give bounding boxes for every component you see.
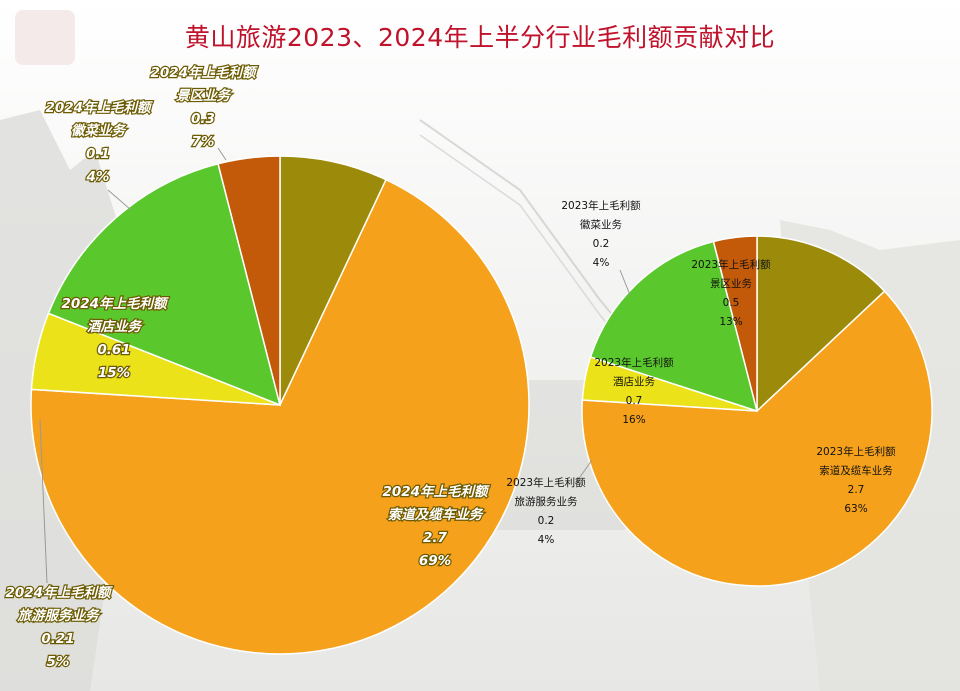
data-label-name: 景区业务 — [175, 88, 232, 104]
data-label-percent: 4% — [593, 257, 610, 269]
data-label-prefix: 2023年上毛利额 — [816, 445, 896, 458]
data-label-value: 0.21 — [41, 631, 74, 647]
data-label-value: 0.5 — [723, 297, 740, 309]
data-label-percent: 15% — [98, 365, 130, 381]
data-label-name: 酒店业务 — [613, 375, 655, 388]
data-label-prefix: 2024年上毛利额 — [150, 65, 258, 81]
pie-slice — [756, 235, 886, 413]
data-label-name: 酒店业务 — [87, 319, 143, 335]
data-label-percent: 4% — [538, 534, 555, 546]
data-label-value: 0.7 — [626, 395, 643, 407]
leader-line — [217, 147, 227, 161]
pie-2024: 2024年上毛利额景区业务0.37%2024年上毛利额索道及缆车业务2.769%… — [4, 64, 530, 671]
data-label-percent: 4% — [86, 169, 110, 185]
data-label-name: 旅游服务业务 — [515, 495, 578, 508]
data-label-prefix: 2023年上毛利额 — [691, 258, 771, 271]
data-label-prefix: 2024年上毛利额 — [382, 484, 490, 500]
leader-line — [39, 419, 48, 584]
data-label-value: 0.61 — [97, 342, 130, 358]
data-label-prefix: 2023年上毛利额 — [594, 356, 674, 369]
data-label-value: 0.1 — [86, 146, 110, 162]
data-label-prefix: 2024年上毛利额 — [5, 585, 113, 601]
data-label-name: 景区业务 — [710, 277, 752, 290]
data-label-percent: 5% — [47, 654, 70, 670]
data-label-value: 0.3 — [191, 111, 215, 127]
data-label-name: 徽菜业务 — [580, 218, 622, 231]
pie-slice — [712, 235, 758, 412]
data-label-percent: 16% — [622, 414, 645, 426]
data-label-name: 索道及缆车业务 — [819, 464, 893, 477]
data-label-name: 旅游服务业务 — [17, 608, 101, 624]
chart-title: 黄山旅游2023、2024年上半分行业毛利额贡献对比 — [184, 23, 776, 52]
data-label-value: 0.2 — [538, 515, 555, 527]
leader-line — [619, 269, 631, 296]
data-label-percent: 13% — [719, 316, 742, 328]
leader-line — [574, 459, 593, 485]
data-label-percent: 63% — [844, 503, 867, 515]
pie-slice — [217, 155, 281, 406]
data-label-name: 索道及缆车业务 — [388, 507, 485, 523]
pie-slice — [581, 290, 933, 587]
pie-2023: 2023年上毛利额景区业务0.513%2023年上毛利额索道及缆车业务2.763… — [506, 199, 933, 587]
data-label-percent: 69% — [419, 553, 451, 569]
pie-slice — [30, 178, 530, 655]
data-label-prefix: 2023年上毛利额 — [506, 476, 586, 489]
data-label-percent: 7% — [192, 134, 215, 150]
data-label-value: 2.7 — [848, 484, 865, 496]
data-label-prefix: 2024年上毛利额 — [45, 100, 153, 116]
pie-slice — [47, 162, 282, 407]
data-label-prefix: 2024年上毛利额 — [61, 296, 169, 312]
data-label-prefix: 2023年上毛利额 — [561, 199, 641, 212]
data-label-value: 2.7 — [423, 530, 448, 546]
pie-slice — [279, 155, 388, 406]
data-label-name: 徽菜业务 — [71, 123, 127, 139]
leader-line — [107, 189, 132, 211]
data-label-value: 0.2 — [593, 238, 610, 250]
pie-slice — [589, 240, 759, 413]
